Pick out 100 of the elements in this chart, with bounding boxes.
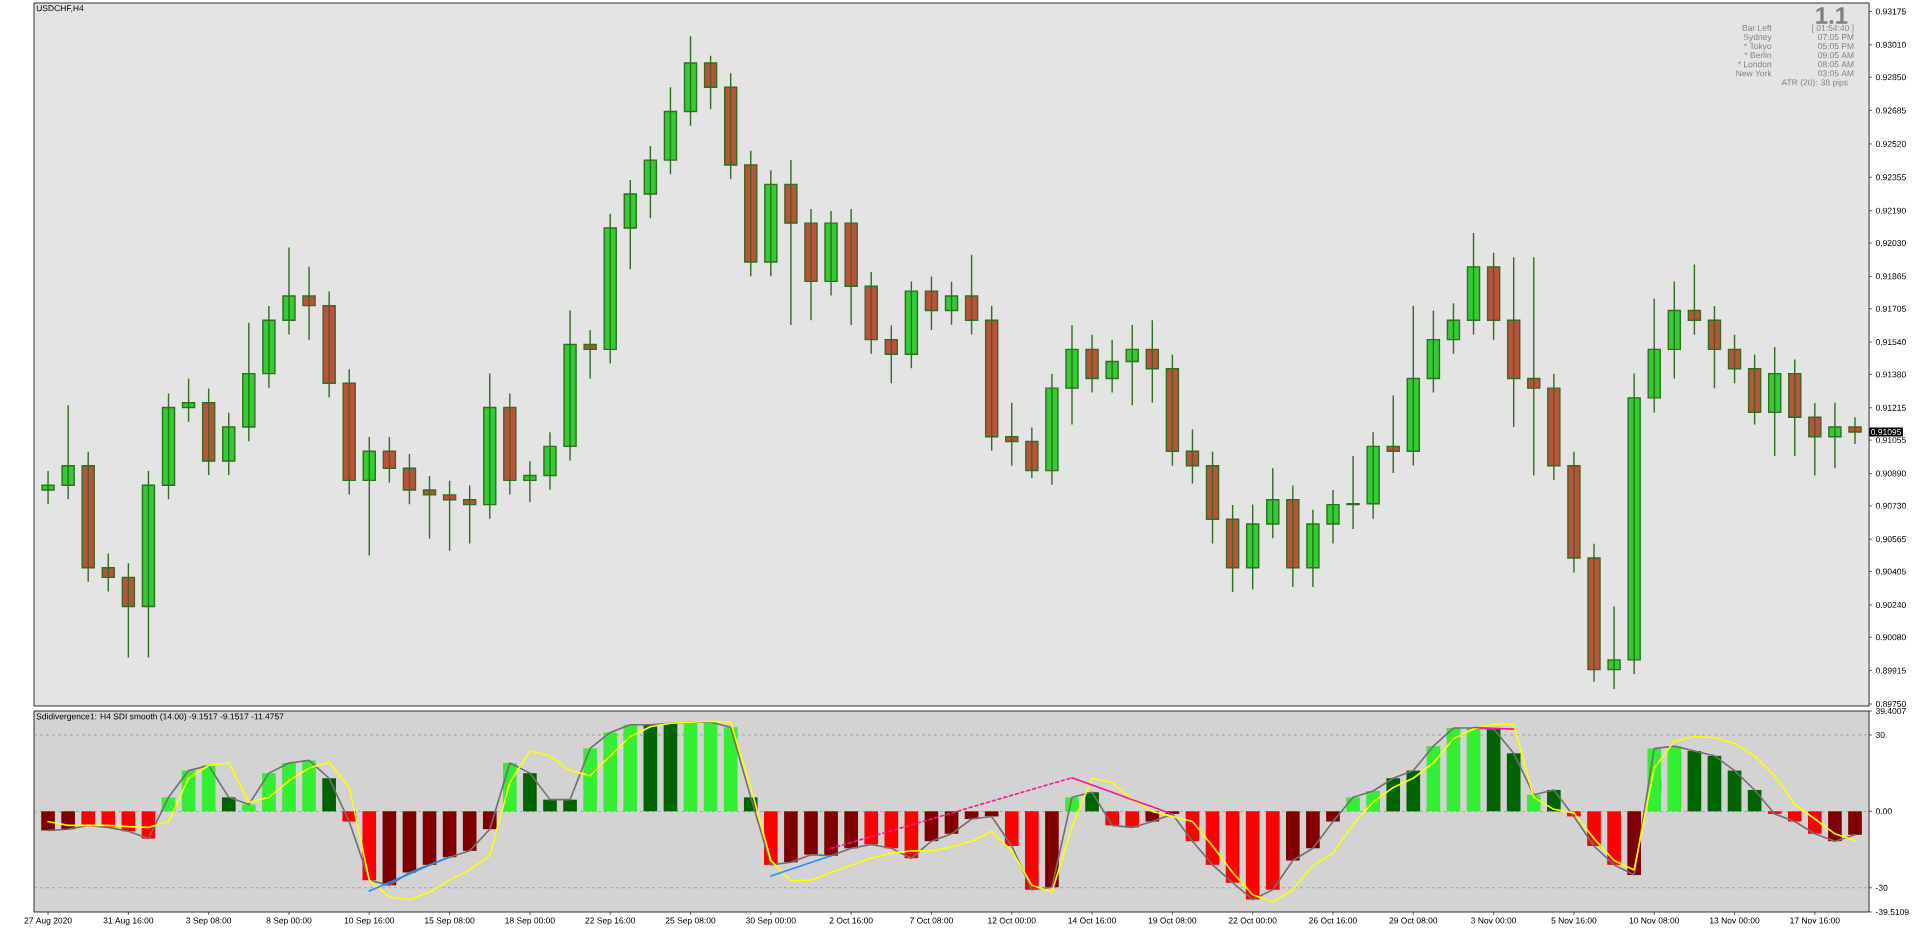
bar [402,811,417,873]
candlestick [543,431,557,491]
bar [1225,811,1240,883]
x-tick-label: 22 Oct 00:00 [1228,917,1277,924]
bar [1526,794,1541,812]
bar [1687,750,1702,812]
y-tick-label: 0.91215 [1875,404,1906,411]
bar [282,762,296,812]
candlestick [1607,605,1621,690]
x-tick-label: 15 Sep 08:00 [425,917,475,926]
candlestick [1225,504,1240,593]
bar [1286,811,1300,861]
bar [1446,728,1461,812]
y-tick-label: 0.90080 [1875,634,1906,641]
line-series [770,854,832,877]
candlestick [1727,334,1742,384]
candlestick [1306,509,1320,588]
candlestick [161,392,176,501]
bar [362,811,377,881]
bar [643,724,658,812]
candlestick [1386,394,1400,474]
annotation: * London [1737,61,1772,68]
candlestick [1848,416,1862,445]
candlestick [884,324,899,384]
candlestick [1205,450,1220,545]
candlestick [362,436,377,557]
candlestick [944,281,959,326]
bar [884,811,899,849]
y-tick-label: 0.91705 [1875,305,1906,312]
bar [1486,729,1501,812]
candlestick [1366,431,1380,520]
candlestick [1245,503,1260,591]
bar [221,797,236,812]
bar [784,811,798,863]
candlestick [1426,309,1441,394]
bar [1265,811,1280,890]
candlestick [483,372,497,520]
annotation: [ 01:54:40 ] [1812,24,1854,33]
bar [1306,811,1320,849]
x-tick-label: 25 Sep 08:00 [665,917,716,926]
bar [262,773,276,812]
bar [703,722,718,812]
candlestick [523,460,537,503]
candlestick [1707,305,1722,389]
candlestick [1547,373,1561,481]
y-tick-label: 0.92850 [1875,74,1906,81]
annotation: 03:05 AM [1818,70,1854,77]
bar [543,799,557,812]
candlestick [1346,455,1360,530]
bar [523,773,537,812]
candlestick [322,290,336,399]
bar [322,778,336,812]
annotation: * Berlin [1744,51,1772,59]
candlestick [1627,372,1641,675]
bar [723,727,738,812]
x-tick-label: 7 Oct 08:00 [910,917,953,924]
bar [683,722,698,812]
chart-title: USDCHF,H4 [36,5,84,13]
x-tick-label: 26 Oct 16:00 [1309,917,1357,924]
bar [623,724,638,812]
candlestick [442,480,457,552]
candlestick [41,470,55,505]
annotation: ATR (20): 38 pips [1781,79,1848,88]
candlestick [101,552,116,593]
candlestick [1286,484,1300,588]
candlestick [222,412,236,476]
candlestick [1045,373,1059,486]
bar [1346,797,1360,812]
y-tick-label: 0.92520 [1875,140,1906,147]
x-tick-label: 19 Oct 08:00 [1148,917,1197,924]
x-tick-label: 10 Nov 08:00 [1629,917,1680,924]
y-tick-label: 0.93010 [1875,41,1906,48]
y-tick-label: 0.90730 [1875,502,1906,509]
x-tick-label: 12 Oct 00:00 [988,917,1036,924]
candlestick [744,150,758,277]
y-tick-label: 0.90890 [1875,470,1906,477]
candlestick [61,404,75,501]
candlestick [201,387,216,476]
candlestick [563,309,577,462]
bar [422,811,437,865]
bar [1727,770,1742,812]
candlestick [1446,302,1461,355]
bar [442,811,457,858]
bar [1667,746,1682,812]
candlestick [1667,280,1682,380]
candlestick [121,562,136,659]
candlestick [1767,346,1782,457]
candlestick [1587,543,1601,683]
bar [462,811,477,851]
x-tick-label: 18 Sep 00:00 [505,917,555,926]
candlestick [181,377,196,423]
candlestick [1125,324,1139,406]
line-series [368,855,451,892]
candlestick [1567,450,1581,574]
bar [583,748,597,812]
bar [1506,753,1521,812]
y-tick-label: 0.89750 [1875,700,1906,707]
y-tick-label: 0.92030 [1875,240,1906,246]
candlestick [1687,263,1702,336]
candlestick [683,35,698,127]
